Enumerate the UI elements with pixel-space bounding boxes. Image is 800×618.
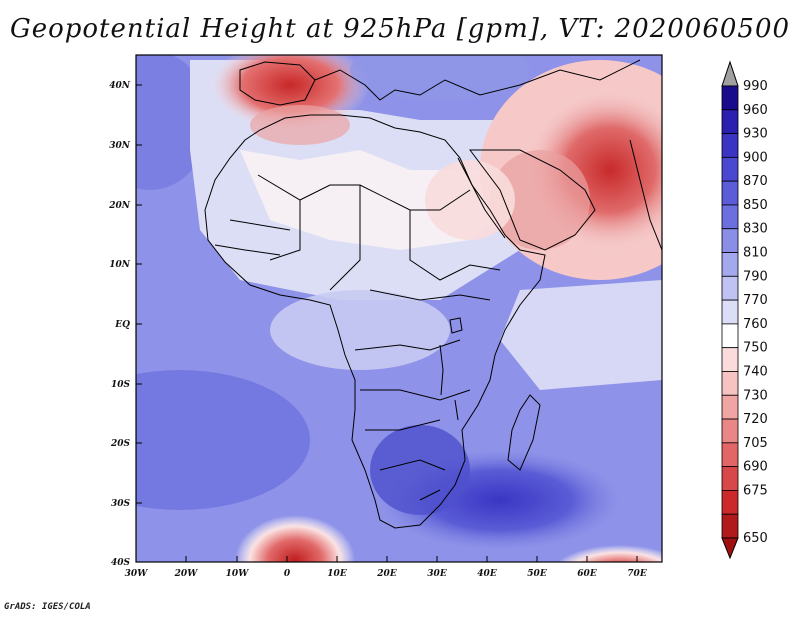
longitude-labels: 30W 20W 10W 0 10E 20E 30E 40E 50E 60E 70… (125, 569, 647, 579)
lat-label: 40S (111, 558, 131, 568)
colorbar-label: 790 (743, 269, 768, 284)
colorbar-cell (721, 133, 739, 158)
colorbar-cell (721, 371, 739, 396)
chart-title: Geopotential Height at 925hPa [gpm], VT:… (9, 14, 791, 44)
lat-label: 10N (109, 260, 131, 270)
lon-label: 10W (226, 569, 250, 579)
colorbar-label: 770 (743, 293, 768, 308)
colorbar-label: 830 (743, 222, 768, 237)
colorbar-cell (721, 85, 739, 111)
map-frame (135, 54, 663, 563)
lat-label: 10S (111, 380, 131, 390)
colorbar-label: 650 (743, 531, 768, 546)
lon-label: 60E (577, 569, 597, 579)
colorbar-label: 690 (743, 460, 768, 475)
axis-ticks (135, 84, 638, 563)
lon-label: 40E (477, 569, 497, 579)
colorbar-label: 930 (743, 127, 768, 142)
lat-label: 20S (110, 439, 131, 449)
colorbar-label: 705 (743, 436, 768, 451)
colorbar-label: 740 (743, 364, 768, 379)
lon-label: 70E (627, 569, 647, 579)
lon-label: 30W (125, 569, 149, 579)
colorbar-cell (721, 323, 739, 349)
colorbar-bottom-arrow (721, 537, 739, 560)
lat-label: 40N (109, 81, 131, 91)
colorbar-label: 960 (743, 103, 768, 118)
colorbar-cell (721, 252, 739, 277)
colorbar-cell (721, 418, 739, 444)
colorbar-label: 720 (743, 412, 768, 427)
lon-label: 0 (284, 569, 291, 579)
colorbar-cell (721, 490, 739, 515)
colorbar-cell (721, 466, 739, 491)
colorbar-label: 810 (743, 246, 768, 261)
height-field (136, 55, 662, 562)
colorbar: 990 960 930 900 870 850 830 810 790 770 760 750 740 7… (721, 60, 768, 560)
colorbar-label: 730 (743, 388, 768, 403)
lon-label: 20E (376, 569, 397, 579)
lon-label: 20W (174, 569, 199, 579)
colorbar-cell (721, 442, 739, 468)
grads-credit: GrADS: IGES/COLA (4, 602, 91, 612)
latitude-labels: 40N 30N 20N 10N EQ 10S 20S 30S 40S (108, 81, 131, 568)
lon-label: 10E (327, 569, 347, 579)
colorbar-cell (721, 156, 739, 182)
colorbar-label: 900 (743, 150, 768, 165)
lat-label: EQ (114, 320, 130, 330)
colorbar-label: 850 (743, 198, 768, 213)
colorbar-label: 990 (743, 79, 768, 94)
colorbar-label: 760 (743, 317, 768, 332)
colorbar-label: 750 (743, 341, 768, 356)
colorbar-label: 870 (743, 174, 768, 189)
lat-label: 30N (109, 141, 131, 151)
colorbar-cell (721, 513, 739, 539)
lon-label: 50E (527, 569, 547, 579)
lon-label: 30E (427, 569, 447, 579)
colorbar-cell (721, 275, 739, 301)
colorbar-cell (721, 109, 739, 134)
lat-label: 20N (108, 201, 131, 211)
colorbar-label: 675 (743, 483, 768, 498)
colorbar-top-arrow (721, 60, 739, 87)
colorbar-cell (721, 180, 739, 206)
colorbar-cell (721, 299, 739, 325)
colorbar-cell (721, 204, 739, 230)
colorbar-cell (721, 228, 739, 253)
colorbar-cell (721, 394, 739, 420)
lat-label: 30S (111, 499, 131, 509)
colorbar-cell (721, 347, 739, 372)
